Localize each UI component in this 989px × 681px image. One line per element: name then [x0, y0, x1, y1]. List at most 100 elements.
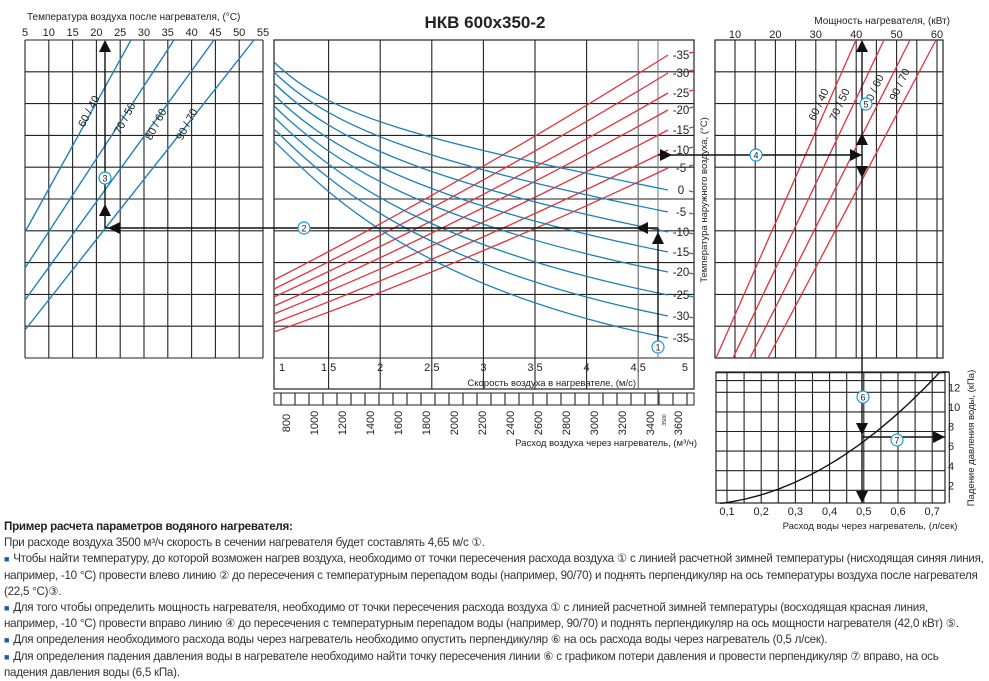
step-marker-number: 1 [655, 343, 660, 353]
tick-label: 5 [682, 362, 688, 374]
step-marker-number: 4 [753, 151, 758, 161]
red-series-line [715, 39, 857, 359]
curve-label: -10 [673, 145, 690, 157]
bullet-icon: ■ [4, 635, 10, 646]
label-tick [688, 252, 695, 255]
red-series-line [749, 39, 911, 359]
tick-label: 0,4 [822, 506, 837, 518]
tick-label: 0,1 [719, 506, 734, 518]
series-line [24, 39, 215, 301]
tick-label: 10 [948, 402, 960, 414]
tick-label: 10 [43, 27, 55, 39]
arrowhead-icon [856, 133, 868, 145]
calculation-example: Пример расчета параметров водяного нагре… [4, 519, 984, 681]
label-tick [688, 126, 695, 129]
tick-label: 50 [233, 27, 245, 39]
example-step: ■ Чтобы найти температуру, до которой воз… [4, 551, 984, 600]
step-marker-icon [856, 390, 870, 404]
series-line [24, 39, 132, 233]
tick-label: 4 [948, 461, 954, 473]
curve-label: -5 [676, 207, 686, 219]
arrowhead-icon [108, 222, 120, 234]
label-tick [688, 316, 695, 319]
label-tick [688, 51, 695, 54]
series-line [24, 39, 175, 269]
red-series-line [767, 39, 937, 359]
axis-title: Температура воздуха после нагревателя, (… [27, 12, 240, 23]
red-series-line [732, 39, 885, 359]
arrowhead-icon [660, 149, 672, 161]
curve-label: -25 [673, 88, 690, 100]
tick-label: 8 [948, 422, 954, 434]
tick-label: 800 [281, 414, 293, 432]
chart-frame [273, 39, 695, 390]
bullet-icon: ■ [4, 554, 10, 565]
blue-curve [273, 105, 669, 273]
red-curve [273, 129, 669, 315]
blue-curve [273, 61, 669, 191]
tick-label: 2 [377, 362, 383, 374]
red-curve [273, 72, 669, 290]
tick-label: 40 [185, 27, 197, 39]
tick-label: 2 [948, 480, 954, 492]
curve-label: 0 [678, 185, 684, 197]
tick-label: 10 [729, 29, 741, 41]
step-marker-icon [890, 433, 904, 447]
arrowhead-icon [933, 431, 945, 443]
label-tick [688, 295, 695, 298]
curve-label: -15 [673, 125, 690, 137]
axis-label: Падение давления воды, (кПа) [966, 370, 977, 507]
step-marker-number: 6 [860, 393, 865, 403]
arrowhead-icon [856, 40, 868, 52]
axis-label: Температура наружного воздуха, (°C) [699, 117, 710, 283]
label-tick [688, 164, 695, 167]
tick-label: 1400 [365, 411, 377, 435]
step-marker-icon [749, 148, 763, 162]
tick-label: 2400 [505, 411, 517, 435]
tick-label: 3200 [617, 411, 629, 435]
step-marker-icon [297, 221, 311, 235]
tick-label: 20 [769, 29, 781, 41]
label-tick [688, 190, 695, 193]
curve-label: -20 [673, 105, 690, 117]
tick-label: 55 [257, 27, 269, 39]
tick-label: 1600 [393, 411, 405, 435]
tick-label: 35 [162, 27, 174, 39]
arrowhead-icon [636, 222, 648, 234]
step-text: Чтобы найти температуру, до которой возм… [4, 552, 984, 598]
diagram-title: НКВ 600x350-2 [425, 13, 546, 32]
example-step: ■ Для определения падения давления воды в… [4, 649, 984, 681]
label-tick [688, 106, 695, 109]
step-marker-icon [651, 340, 665, 354]
curve-label: -30 [673, 68, 690, 80]
step-marker-number: 2 [301, 224, 306, 234]
series-label: 70 / 50 [112, 101, 138, 136]
red-curve [273, 149, 669, 324]
tick-label: 0,2 [754, 506, 769, 518]
step-text: Для того чтобы определить мощность нагре… [4, 601, 959, 631]
curve-label: -5 [676, 163, 686, 175]
tick-label: 1200 [337, 411, 349, 435]
tick-label: 50 [890, 29, 902, 41]
bullet-icon: ■ [4, 603, 10, 614]
arrowhead-icon [856, 491, 868, 503]
tick-label: 5 [22, 27, 28, 39]
air-speed-chart: 1 1,5 2 2,5 3 3,5 4 4,5 5 Скорость воздуха в нагр… [273, 39, 710, 449]
blue-curve [273, 128, 669, 317]
example-heading: Пример расчета параметров водяного нагре… [4, 520, 293, 533]
label-tick [688, 69, 695, 72]
tick-label: 2800 [561, 411, 573, 435]
bullet-icon: ■ [4, 651, 10, 662]
red-curve [273, 109, 669, 307]
example-path: 1 2 3 4 5 6 7 [98, 40, 945, 503]
curve-label: -35 [673, 50, 690, 62]
example-step: ■ Для того чтобы определить мощность нагр… [4, 600, 984, 632]
step-text: Для определения необходимого расхода вод… [13, 633, 828, 647]
tick-label: 2600 [533, 411, 545, 435]
flow-ruler [273, 392, 695, 406]
tick-label: 2,5 [424, 362, 439, 374]
red-curve [273, 54, 669, 281]
pressure-curve [720, 371, 950, 505]
tick-label-small: 3500 [662, 414, 668, 425]
tick-label: 20 [90, 27, 102, 39]
